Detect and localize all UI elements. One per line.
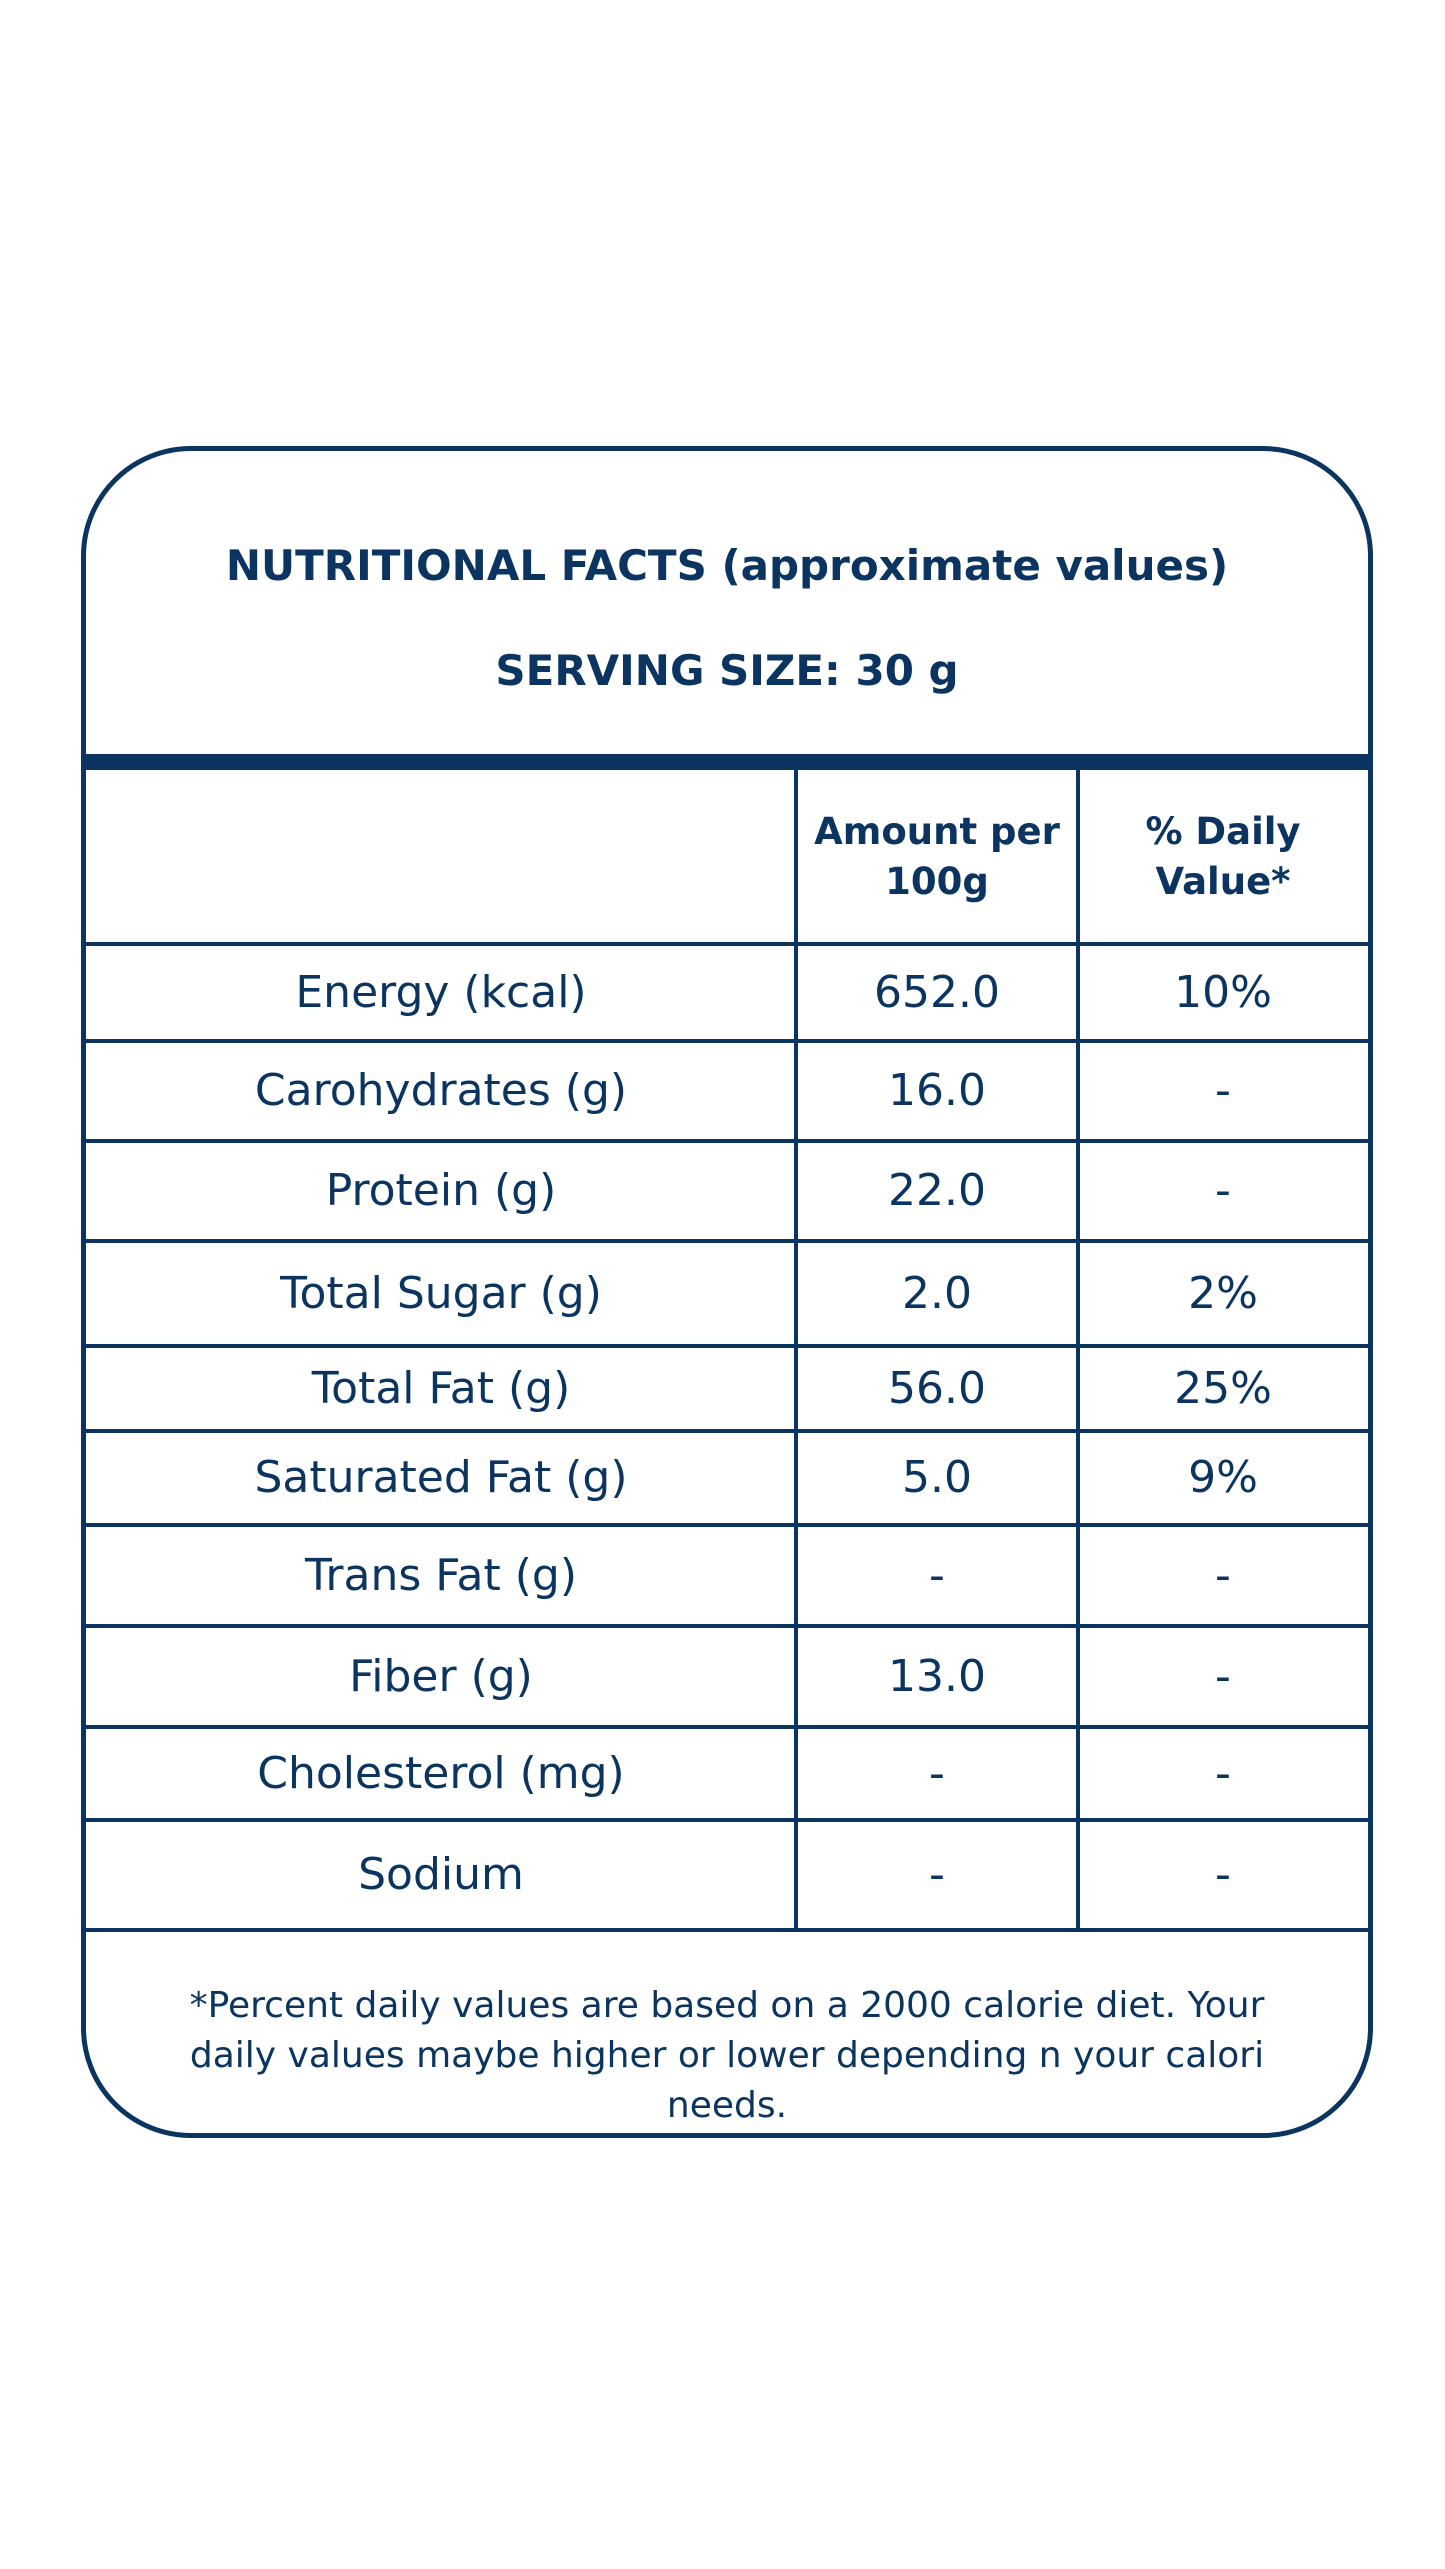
nutrient-label: Energy (kcal) — [295, 966, 587, 1018]
row-divider — [86, 1344, 1368, 1348]
row-divider — [86, 1139, 1368, 1143]
thick-divider — [86, 754, 1368, 770]
daily-value: 25% — [1174, 1362, 1272, 1414]
daily-value: 9% — [1188, 1452, 1258, 1503]
daily-value: - — [1215, 1650, 1231, 1702]
nutrient-label: Trans Fat (g) — [305, 1549, 577, 1601]
row-divider — [86, 1429, 1368, 1433]
row-divider — [86, 1523, 1368, 1527]
row-divider — [86, 1725, 1368, 1729]
amount-value: - — [929, 1549, 945, 1601]
daily-value: - — [1215, 1747, 1231, 1799]
amount-value: 5.0 — [902, 1452, 972, 1503]
row-divider — [86, 1818, 1368, 1822]
amount-value: 13.0 — [888, 1650, 986, 1702]
amount-value: 652.0 — [874, 966, 1000, 1018]
row-divider — [86, 1239, 1368, 1243]
nutrient-label: Cholesterol (mg) — [257, 1747, 625, 1799]
daily-value: 10% — [1174, 966, 1272, 1018]
nutrient-label: Fiber (g) — [349, 1650, 533, 1702]
daily-value: - — [1215, 1549, 1231, 1601]
nutrient-label: Carohydrates (g) — [254, 1065, 628, 1116]
amount-value: 2.0 — [902, 1267, 972, 1319]
daily-value: - — [1215, 1165, 1231, 1216]
column-divider-daily — [1076, 770, 1080, 1930]
nutrition-title: NUTRITIONAL FACTS (approximate values) — [225, 541, 1229, 590]
amount-value: 56.0 — [888, 1362, 986, 1414]
nutrition-facts-card: NUTRITIONAL FACTS (approximate values) S… — [81, 446, 1373, 2138]
row-divider — [86, 942, 1368, 946]
row-divider — [86, 1624, 1368, 1628]
amount-value: 22.0 — [888, 1165, 986, 1216]
amount-value: - — [929, 1849, 945, 1900]
serving-size: SERVING SIZE: 30 g — [495, 646, 959, 695]
amount-value: - — [929, 1747, 945, 1799]
amount-value: 16.0 — [888, 1065, 986, 1116]
nutrient-label: Saturated Fat (g) — [254, 1452, 628, 1503]
column-divider-amount — [794, 770, 798, 1930]
nutrient-label: Protein (g) — [325, 1165, 557, 1216]
daily-value: - — [1215, 1065, 1231, 1116]
nutrient-label: Sodium — [358, 1849, 524, 1900]
footnote: *Percent daily values are based on a 200… — [189, 1985, 1265, 2126]
column-header-amount: Amount per 100g — [814, 810, 1060, 903]
nutrient-label: Total Sugar (g) — [280, 1267, 602, 1319]
nutrient-label: Total Fat (g) — [311, 1362, 571, 1414]
daily-value: - — [1215, 1849, 1231, 1900]
row-divider — [86, 1039, 1368, 1043]
daily-value: 2% — [1188, 1267, 1258, 1319]
column-header-daily-value: % Daily Value* — [1145, 810, 1301, 903]
row-divider — [86, 1928, 1368, 1932]
